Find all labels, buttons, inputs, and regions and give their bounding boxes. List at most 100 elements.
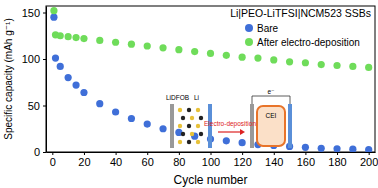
particle (199, 132, 203, 136)
x-tick-label: 200 (360, 156, 378, 168)
point (302, 144, 309, 151)
legend-swatch (245, 38, 253, 46)
y-tick-mark (43, 13, 46, 14)
series-0 (50, 14, 372, 152)
x-tick-label: 180 (328, 156, 346, 168)
particle (196, 140, 200, 144)
particle (190, 116, 194, 120)
x-tick-label: 0 (50, 156, 56, 168)
annotation: Electro-deposition (204, 120, 256, 128)
x-tick: 60 (142, 152, 154, 168)
y-tick-label: 100 (22, 53, 40, 65)
point (159, 44, 166, 51)
y-tick: 100 (22, 53, 46, 65)
point (349, 63, 356, 70)
arrow-head (240, 129, 245, 135)
particle (196, 124, 200, 128)
y-tick: 0 (34, 146, 46, 158)
point (239, 139, 246, 146)
x-tick-mark (337, 152, 338, 155)
particle (178, 140, 182, 144)
x-tick: 0 (50, 152, 56, 168)
y-tick-mark (43, 152, 46, 153)
plot: 0 20 40 60 80 100 120 140 160 180 200 0 50 100 150 (22, 6, 378, 168)
point (96, 100, 103, 107)
legend-swatch (245, 24, 253, 32)
point (270, 56, 277, 63)
point (112, 108, 119, 115)
series-1 (50, 7, 372, 71)
x-tick: 180 (328, 152, 346, 168)
point (191, 48, 198, 55)
particle (178, 124, 182, 128)
point (254, 54, 261, 61)
point (318, 61, 325, 68)
point (65, 33, 72, 40)
x-tick-mark (84, 152, 85, 155)
x-tick-label: 60 (142, 156, 154, 168)
plot-frame (46, 6, 375, 152)
x-tick-mark (274, 152, 275, 155)
annotation: e⁻ (267, 88, 274, 95)
particle (187, 140, 191, 144)
x-tick-mark (305, 152, 306, 155)
y-tick-label: 0 (34, 146, 40, 158)
x-axis: 020406080100120140160180200 (47, 152, 378, 168)
point (365, 64, 372, 71)
particle (181, 116, 185, 120)
x-tick: 160 (297, 152, 315, 168)
point (72, 34, 79, 41)
marks (50, 7, 372, 152)
annotation: CEI (266, 112, 277, 119)
point (65, 74, 72, 81)
y-tick-mark (43, 106, 46, 107)
y-axis-line (46, 7, 47, 153)
point (112, 39, 119, 46)
point (80, 89, 87, 96)
x-tick-label: 40 (110, 156, 122, 168)
x-tick-mark (147, 152, 148, 155)
y-tick-mark (43, 59, 46, 60)
point (365, 146, 372, 152)
point (57, 32, 64, 39)
arrow (218, 131, 240, 132)
point (175, 46, 182, 53)
y-axis: 0 50 100 150 (22, 7, 47, 159)
y-tick: 150 (22, 7, 46, 19)
x-tick-label: 140 (265, 156, 283, 168)
annotation: Li (194, 94, 199, 101)
legend-label: After electro-deposition (257, 37, 360, 48)
point (349, 146, 356, 152)
point (50, 14, 57, 21)
point (96, 37, 103, 44)
legend: Bare After electro-deposition (245, 23, 360, 48)
point (80, 35, 87, 42)
particle (181, 132, 185, 136)
x-tick: 80 (173, 152, 185, 168)
point (223, 137, 230, 144)
x-tick-label: 160 (297, 156, 315, 168)
point (302, 59, 309, 66)
x-tick: 40 (110, 152, 122, 168)
cei-layer (257, 106, 285, 146)
particle (187, 124, 191, 128)
point (239, 54, 246, 61)
chart: 0 20 40 60 80 100 120 140 160 180 200 0 50 100 150 Cycl… (0, 0, 378, 188)
particle (178, 108, 182, 112)
x-tick-label: 20 (78, 156, 90, 168)
y-tick-label: 150 (22, 7, 40, 19)
x-tick-mark (211, 152, 212, 155)
point (333, 62, 340, 69)
x-tick: 120 (233, 152, 251, 168)
x-tick-mark (369, 152, 370, 155)
y-tick-label: 50 (28, 100, 40, 112)
x-tick-mark (242, 152, 243, 155)
x-tick-mark (52, 152, 53, 155)
legend-item: Bare (245, 23, 279, 34)
point (50, 7, 57, 14)
legend-label: Bare (257, 23, 279, 34)
point (144, 121, 151, 128)
particle (196, 108, 200, 112)
x-tick-mark (116, 152, 117, 155)
x-axis-title: Cycle number (173, 173, 247, 187)
